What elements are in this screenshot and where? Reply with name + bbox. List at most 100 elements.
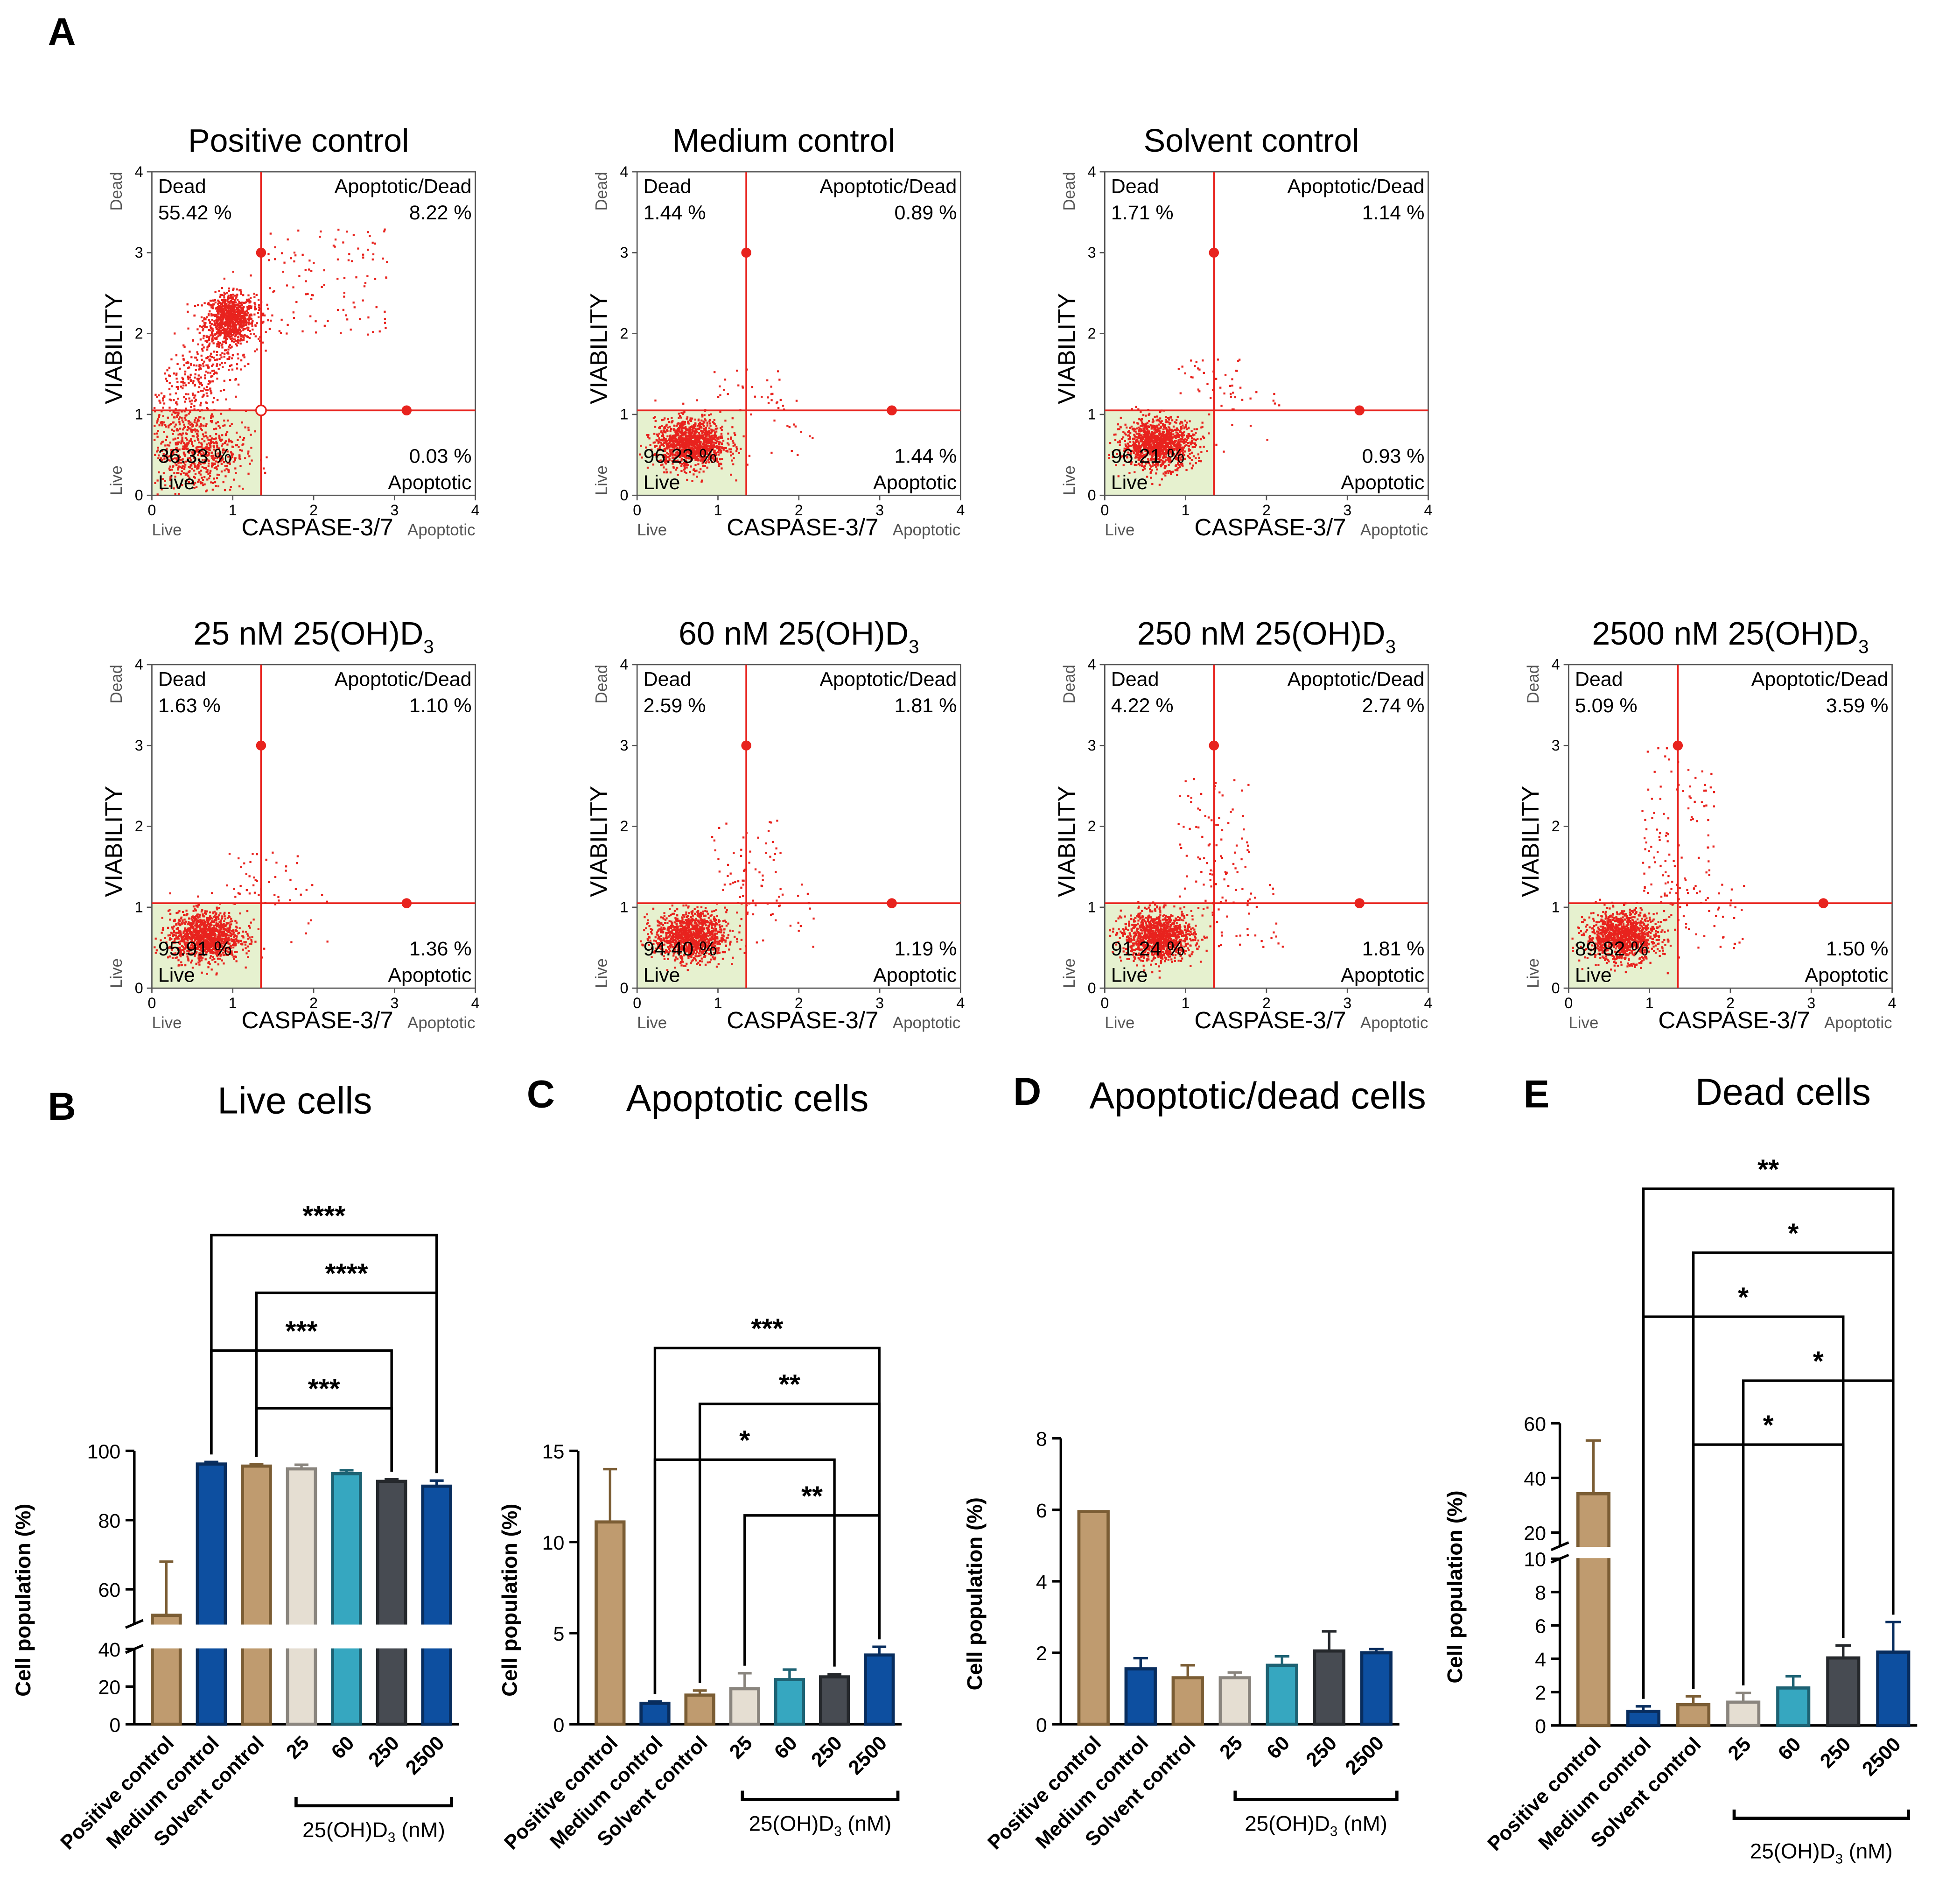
- flow-event-dot: [158, 414, 160, 417]
- flow-event-dot: [168, 388, 171, 390]
- flow-event-dot: [240, 308, 243, 311]
- flow-event-dot: [683, 449, 685, 452]
- flow-event-dot: [196, 951, 198, 953]
- flow-event-dot: [659, 449, 662, 451]
- flow-event-dot: [209, 924, 211, 926]
- flow-event-dot: [746, 463, 749, 466]
- flow-event-dot: [1162, 440, 1164, 442]
- flow-event-dot: [157, 457, 160, 459]
- flow-event-dot: [704, 433, 707, 435]
- flow-event-dot: [182, 458, 184, 461]
- flow-event-dot: [1166, 431, 1169, 434]
- flow-event-dot: [700, 446, 703, 449]
- flow-event-dot: [680, 443, 683, 446]
- flow-event-dot: [1146, 476, 1148, 478]
- flow-event-dot: [1147, 431, 1149, 434]
- flow-event-dot: [185, 460, 187, 463]
- flow-event-dot: [177, 465, 180, 468]
- flow-event-dot: [1171, 430, 1173, 433]
- flow-event-dot: [206, 364, 209, 367]
- flow-event-dot: [173, 430, 175, 432]
- flow-event-dot: [174, 412, 176, 414]
- flow-event-dot: [201, 384, 203, 386]
- flow-event-dot: [174, 919, 176, 921]
- flow-event-dot: [234, 318, 237, 321]
- flow-event-dot: [681, 455, 684, 457]
- flow-event-dot: [1183, 426, 1186, 428]
- flow-event-dot: [218, 938, 221, 940]
- flow-event-dot: [1182, 453, 1184, 455]
- flow-event-dot: [221, 343, 224, 345]
- flow-event-dot: [208, 344, 210, 346]
- flow-event-dot: [190, 406, 192, 408]
- flow-event-dot: [1179, 449, 1182, 451]
- flow-event-dot: [157, 449, 159, 452]
- flow-event-dot: [697, 458, 700, 461]
- flow-event-dot: [162, 407, 164, 409]
- flow-event-dot: [217, 301, 220, 303]
- flow-event-dot: [686, 431, 688, 434]
- flow-event-dot: [665, 442, 668, 445]
- flow-event-dot: [181, 484, 183, 486]
- flow-event-dot: [224, 335, 226, 338]
- flow-event-dot: [334, 246, 336, 248]
- flow-event-dot: [701, 432, 703, 435]
- flow-event-dot: [675, 432, 677, 435]
- flow-event-dot: [658, 447, 661, 449]
- flow-event-dot: [694, 418, 697, 421]
- flow-event-dot: [227, 352, 230, 355]
- flow-event-dot: [694, 450, 696, 453]
- flow-event-dot: [692, 430, 694, 433]
- flow-event-dot: [693, 449, 696, 451]
- flow-event-dot: [203, 440, 206, 442]
- flow-event-dot: [226, 312, 228, 315]
- flow-event-dot: [205, 386, 208, 388]
- flow-event-dot: [1191, 433, 1194, 435]
- flow-event-dot: [1151, 453, 1154, 456]
- flow-event-dot: [228, 937, 230, 939]
- flow-event-dot: [203, 323, 206, 326]
- flow-event-dot: [713, 422, 715, 425]
- flow-event-dot: [1124, 450, 1127, 453]
- flow-event-dot: [215, 308, 217, 310]
- flow-event-dot: [647, 434, 650, 436]
- flow-event-dot: [1169, 439, 1171, 441]
- flow-event-dot: [189, 456, 191, 459]
- flow-event-dot: [1130, 461, 1133, 463]
- flow-event-dot: [797, 454, 799, 456]
- flow-event-dot: [171, 957, 174, 959]
- flow-event-dot: [696, 449, 699, 452]
- flow-event-dot: [198, 386, 201, 388]
- flow-event-dot: [704, 419, 707, 421]
- flow-event-dot: [674, 454, 676, 456]
- flow-event-dot: [1180, 462, 1183, 464]
- flow-event-dot: [1176, 427, 1178, 429]
- flow-event-dot: [708, 433, 711, 435]
- flow-event-dot: [702, 438, 705, 440]
- flow-event-dot: [225, 309, 227, 311]
- flow-event-dot: [241, 317, 244, 320]
- flow-event-dot: [1162, 452, 1164, 455]
- flow-event-dot: [266, 303, 268, 306]
- flow-event-dot: [218, 436, 221, 439]
- flow-event-dot: [1148, 420, 1150, 422]
- flow-event-dot: [1159, 427, 1162, 429]
- flow-event-dot: [209, 435, 211, 437]
- flow-event-dot: [236, 332, 239, 334]
- flow-event-dot: [684, 447, 687, 450]
- flow-event-dot: [249, 463, 251, 465]
- flow-event-dot: [182, 380, 184, 383]
- flow-event-dot: [219, 302, 221, 304]
- flow-event-dot: [1223, 450, 1225, 453]
- flow-event-dot: [1173, 435, 1176, 437]
- flow-event-dot: [243, 317, 245, 319]
- flow-event-dot: [218, 305, 220, 307]
- flow-event-dot: [721, 442, 723, 445]
- flow-event-dot: [1127, 431, 1129, 434]
- flow-event-dot: [679, 444, 681, 446]
- flow-event-dot: [1171, 436, 1174, 439]
- flow-event-dot: [238, 310, 240, 312]
- flow-event-dot: [199, 416, 202, 419]
- flow-event-dot: [173, 940, 176, 942]
- flow-event-dot: [162, 421, 165, 424]
